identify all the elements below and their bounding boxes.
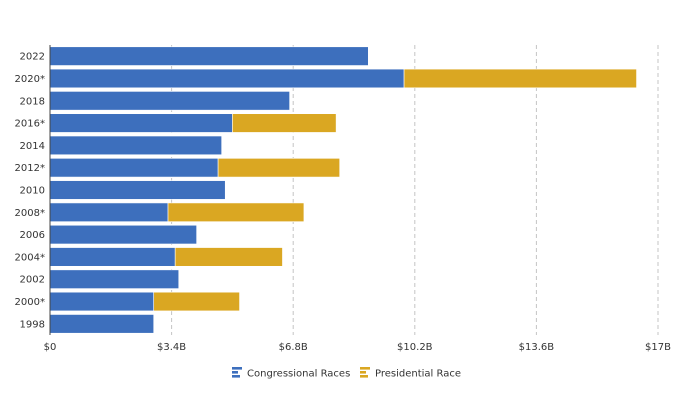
- bars: [49, 46, 637, 334]
- bar-presidential[interactable]: [232, 113, 337, 133]
- bar-congressional[interactable]: [49, 158, 219, 178]
- legend-label: Congressional Races: [247, 369, 350, 380]
- x-tick-label: $13.6B: [519, 342, 555, 353]
- bar-congressional[interactable]: [49, 314, 155, 334]
- grid-lines: [171, 45, 659, 335]
- y-tick-label: 2020*: [15, 74, 45, 85]
- x-tick-label: $3.4B: [157, 342, 186, 353]
- y-tick-label: 2012*: [15, 163, 45, 174]
- bar-congressional[interactable]: [49, 247, 176, 267]
- x-tick-label: $10.2B: [397, 342, 433, 353]
- bar-congressional[interactable]: [49, 224, 197, 245]
- x-tick-label: $17B: [645, 342, 671, 353]
- bar-congressional[interactable]: [49, 113, 233, 133]
- bar-presidential[interactable]: [153, 291, 240, 312]
- bar-congressional[interactable]: [49, 269, 180, 289]
- bar-congressional[interactable]: [49, 135, 222, 156]
- y-tick-label: 2010: [20, 186, 45, 197]
- y-tick-label: 1998: [20, 319, 45, 330]
- bar-presidential[interactable]: [174, 247, 283, 267]
- legend-item-presidential[interactable]: Presidential Race: [360, 367, 461, 380]
- y-tick-label: 2018: [20, 96, 45, 107]
- y-tick-label: 2000*: [15, 297, 45, 308]
- bar-congressional[interactable]: [49, 68, 405, 89]
- x-axis: $0 $3.4B $6.8B $10.2B $13.6B $17B: [44, 342, 671, 353]
- bar-presidential[interactable]: [167, 202, 305, 222]
- bar-presidential[interactable]: [403, 68, 637, 89]
- legend: Congressional Races Presidential Race: [232, 367, 461, 380]
- y-tick-label: 2016*: [15, 119, 45, 130]
- legend-label: Presidential Race: [375, 369, 461, 380]
- bar-presidential[interactable]: [217, 158, 340, 178]
- bar-congressional[interactable]: [49, 180, 226, 200]
- y-tick-label: 2008*: [15, 208, 45, 219]
- y-tick-label: 2002: [20, 275, 45, 286]
- y-tick-label: 2006: [20, 230, 45, 241]
- x-tick-label: $0: [44, 342, 57, 353]
- legend-item-congressional[interactable]: Congressional Races: [232, 367, 350, 380]
- y-tick-label: 2022: [20, 52, 45, 63]
- legend-bar-icon: [232, 367, 242, 378]
- legend-bar-icon: [360, 367, 370, 378]
- bar-congressional[interactable]: [49, 46, 369, 66]
- bar-congressional[interactable]: [49, 202, 169, 222]
- x-tick-label: $6.8B: [279, 342, 308, 353]
- y-tick-label: 2004*: [15, 252, 45, 263]
- bar-congressional[interactable]: [49, 91, 290, 111]
- bar-congressional[interactable]: [49, 291, 155, 312]
- y-tick-label: 2014: [20, 141, 45, 152]
- y-axis: 2022 2020* 2018 2016* 2014 2012* 2010 2008* 2006…: [15, 45, 51, 335]
